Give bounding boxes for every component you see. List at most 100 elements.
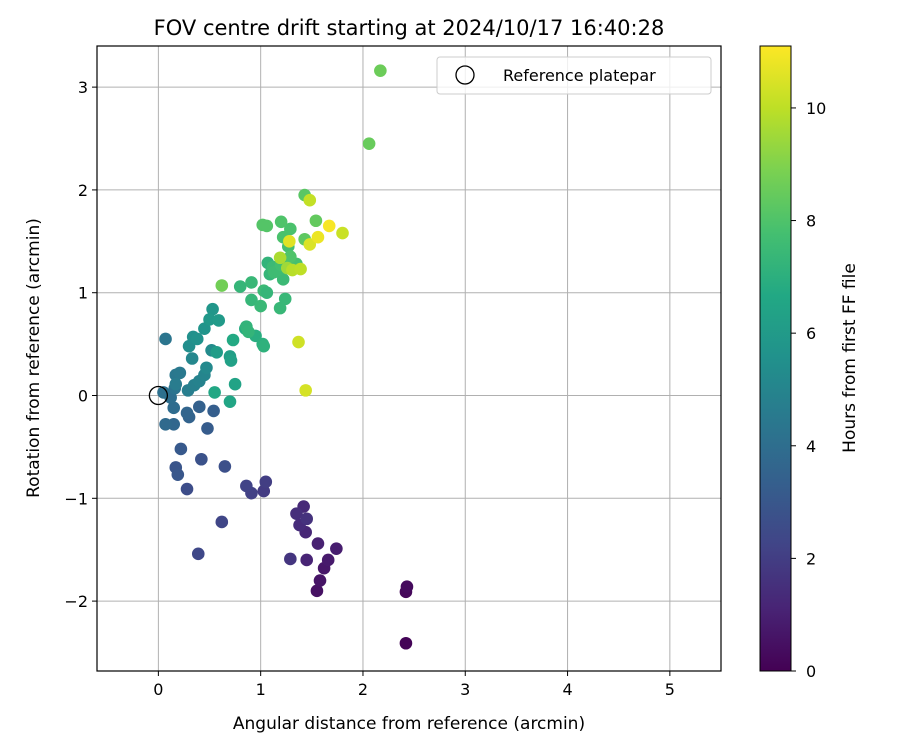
data-point: [157, 386, 170, 399]
data-point: [322, 219, 336, 233]
y-tick-label: −2: [64, 592, 88, 611]
data-point: [226, 333, 240, 347]
data-point: [254, 299, 267, 313]
data-point: [159, 332, 172, 346]
data-point: [203, 313, 216, 326]
data-point: [198, 322, 211, 335]
data-point: [330, 542, 343, 555]
legend-label: Reference platepar: [503, 66, 656, 85]
data-point: [185, 352, 199, 365]
data-point: [400, 580, 414, 594]
data-point: [174, 442, 188, 456]
x-axis-label: Angular distance from reference (arcmin): [233, 714, 585, 734]
data-point: [260, 219, 274, 233]
data-point: [190, 332, 204, 346]
data-point: [311, 230, 325, 244]
colorbar-label: Hours from first FF file: [840, 263, 860, 453]
data-point: [336, 226, 349, 240]
data-point: [273, 251, 287, 265]
data-point: [284, 222, 297, 236]
data-point: [180, 482, 194, 496]
colorbar-tick-label: 10: [806, 99, 826, 118]
data-point: [300, 512, 314, 526]
data-point: [195, 452, 208, 466]
data-point: [218, 460, 232, 473]
data-point: [290, 507, 303, 521]
plot-frame: [96, 45, 722, 672]
data-point: [273, 301, 287, 315]
x-tick-label: 1: [256, 680, 266, 699]
colorbar-ticks: 0 2 4 6 8 10: [791, 99, 826, 681]
data-point: [212, 314, 226, 327]
data-point: [284, 552, 297, 566]
data-point: [278, 292, 292, 306]
data-point: [274, 215, 288, 229]
data-point: [284, 250, 297, 264]
data-point: [309, 214, 323, 228]
reference-marker: [148, 385, 169, 406]
data-point: [245, 276, 258, 289]
data-point: [159, 417, 172, 431]
x-tick-label: 0: [153, 680, 163, 699]
colorbar-gradient: [759, 45, 792, 672]
colorbar: 0 2 4 6 8 10 Hours from first FF file: [759, 45, 860, 681]
data-point: [245, 293, 258, 307]
data-point: [299, 384, 312, 397]
data-point: [399, 636, 413, 650]
data-point: [210, 346, 223, 359]
data-point: [215, 515, 229, 529]
grid-lines: [97, 46, 721, 671]
data-point: [321, 553, 335, 567]
legend-box: [436, 56, 712, 95]
data-point: [310, 584, 324, 598]
data-point: [233, 280, 247, 293]
data-point: [276, 273, 290, 286]
x-axis-ticks: 0 1 2 3 4 5: [153, 671, 675, 699]
x-tick-label: 2: [358, 680, 368, 699]
data-point: [311, 537, 325, 550]
data-point: [167, 401, 181, 415]
y-axis-ticks: −2 −1 0 1 2 3: [64, 78, 97, 611]
y-tick-label: 1: [78, 284, 88, 303]
data-point: [173, 366, 187, 380]
data-point: [242, 325, 255, 339]
data-point: [200, 361, 213, 375]
colorbar-tick-label: 0: [806, 662, 816, 681]
legend: Reference platepar: [436, 56, 712, 95]
y-tick-label: 3: [78, 78, 88, 97]
data-point: [224, 354, 238, 367]
colorbar-tick-label: 4: [806, 437, 816, 456]
x-tick-label: 3: [460, 680, 470, 699]
data-point: [206, 302, 219, 316]
colorbar-tick-label: 8: [806, 212, 816, 231]
data-point: [374, 64, 387, 77]
data-point: [207, 404, 220, 418]
data-point: [260, 286, 274, 300]
x-tick-label: 5: [665, 680, 675, 699]
data-point: [228, 377, 242, 391]
data-point: [191, 547, 205, 561]
data-point: [192, 400, 206, 414]
data-point: [215, 279, 229, 292]
y-tick-label: 0: [78, 387, 88, 406]
y-axis-label: Rotation from reference (arcmin): [24, 218, 44, 498]
data-point: [303, 193, 317, 207]
data-point: [201, 422, 214, 435]
data-point: [223, 395, 237, 408]
data-point: [294, 262, 307, 276]
data-point: [169, 377, 183, 391]
data-point: [259, 475, 273, 489]
data-point: [300, 553, 314, 567]
data-point: [292, 335, 305, 349]
data-point: [208, 386, 221, 399]
data-point: [283, 235, 296, 248]
chart-title: FOV centre drift starting at 2024/10/17 …: [154, 16, 665, 40]
data-point: [240, 479, 253, 493]
data-point: [257, 339, 271, 353]
data-point: [362, 137, 376, 150]
data-points: [157, 64, 414, 650]
reference-marker-group: [148, 385, 169, 406]
colorbar-tick-label: 6: [806, 324, 816, 343]
data-point: [303, 238, 317, 251]
data-point: [180, 406, 194, 420]
